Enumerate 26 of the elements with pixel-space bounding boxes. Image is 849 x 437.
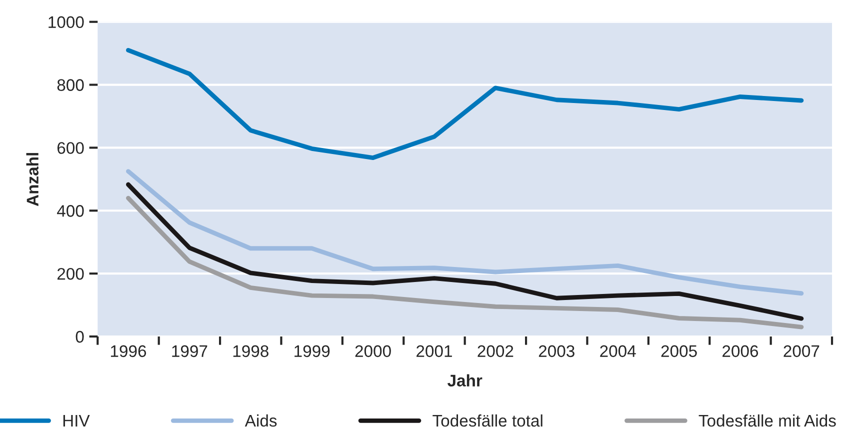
y-tick-label: 600: [57, 142, 84, 154]
x-tick-label: 2006: [722, 345, 758, 358]
x-axis-title: Jahr: [447, 374, 482, 386]
legend-label: Todesfälle total: [432, 414, 542, 427]
x-tick-label: 1998: [233, 345, 268, 358]
y-tick-label: 200: [57, 268, 84, 280]
x-tick-label: 2001: [416, 345, 452, 358]
x-tick-label: 2004: [600, 345, 636, 358]
legend-label: HIV: [63, 415, 90, 426]
x-tick-label: 2003: [538, 345, 574, 358]
line-series: [126, 169, 804, 296]
x-tick-label: 1996: [110, 345, 146, 358]
y-tick-label: 0: [76, 330, 84, 343]
y-tick-label: 400: [57, 205, 84, 217]
x-tick-label: 2000: [355, 345, 391, 358]
y-tick-label: 800: [57, 79, 84, 91]
legend-label: Todesfälle mit Aids: [698, 414, 836, 427]
line-series: [126, 48, 804, 160]
x-tick-label: 1999: [294, 345, 330, 358]
x-tick-label: 2005: [661, 345, 697, 358]
x-tick-label: 2002: [478, 345, 514, 358]
x-tick-label: 1997: [172, 345, 208, 358]
y-axis-title: Anzahl: [26, 153, 39, 206]
x-tick-label: 2007: [784, 345, 820, 358]
y-tick-label: 1000: [48, 16, 84, 28]
legend-label: Aids: [244, 414, 277, 427]
